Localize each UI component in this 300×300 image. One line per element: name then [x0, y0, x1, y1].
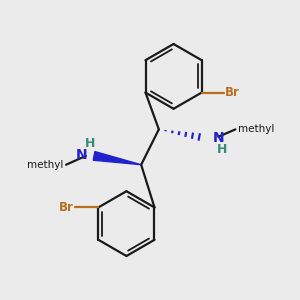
Text: Br: Br: [225, 86, 240, 99]
Polygon shape: [93, 152, 141, 165]
Text: methyl: methyl: [238, 124, 275, 134]
Text: Br: Br: [58, 201, 74, 214]
Text: H: H: [85, 137, 96, 150]
Text: H: H: [217, 143, 227, 156]
Text: N: N: [76, 148, 88, 162]
Text: N: N: [212, 130, 224, 145]
Text: methyl: methyl: [27, 160, 63, 170]
